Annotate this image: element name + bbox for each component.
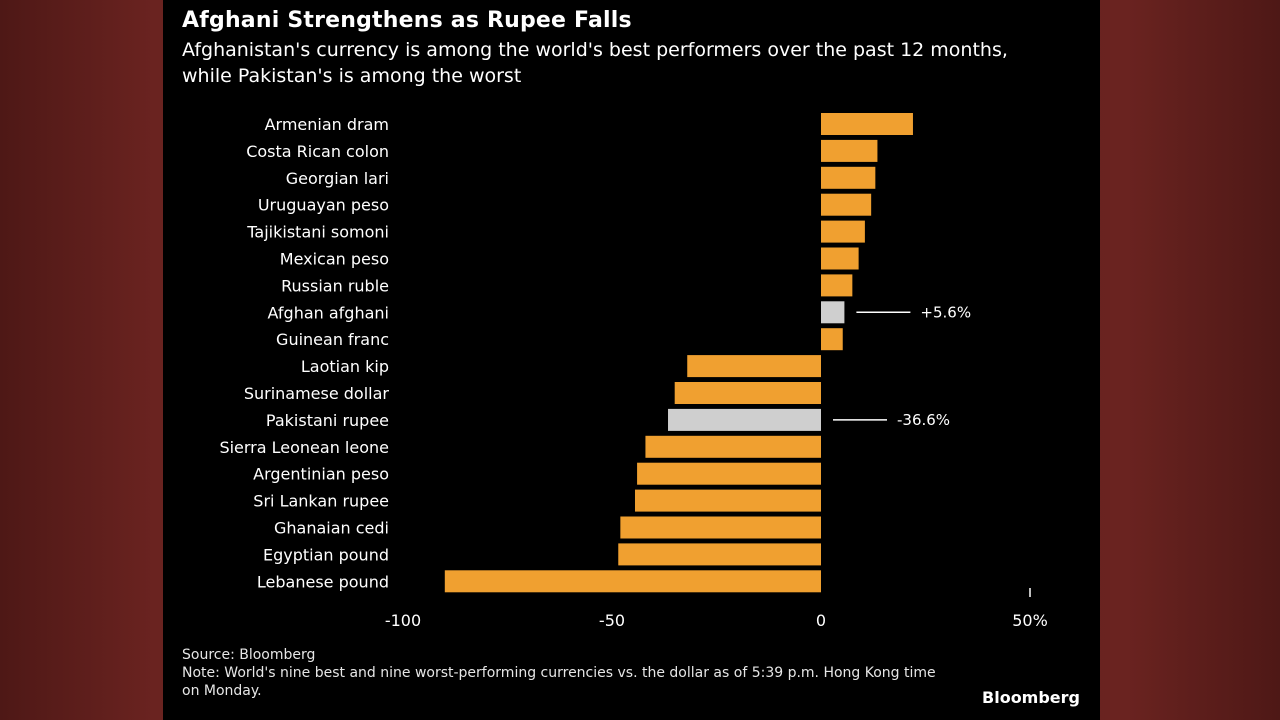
chart-panel [163,0,1100,720]
bar [634,489,821,512]
data-label: -36.6% [897,411,950,429]
bar [821,301,845,324]
bar [821,113,913,135]
category-label: Mexican peso [280,250,389,269]
category-label: Laotian kip [301,357,389,376]
tick-label: -50 [599,611,625,630]
bar-chart: Armenian dram Costa Rican colon Georgian l… [219,113,1048,630]
category-label: Lebanese pound [257,572,389,591]
bar [821,247,859,270]
chart-title: Afghani Strengthens as Rupee Falls [182,8,632,33]
bar [444,570,821,593]
category-label: Sierra Leonean leone [219,438,389,457]
bar [821,166,876,189]
category-label: Pakistani rupee [266,411,389,430]
category-label: Armenian dram [265,115,389,134]
bar [668,408,821,431]
note-text: Note: World's nine best and nine worst-p… [182,665,936,699]
category-label: Uruguayan peso [258,196,389,215]
chart-footer: Source: Bloomberg Note: World's nine bes… [182,646,942,700]
bar [637,462,821,485]
tick-label: 50% [1012,611,1048,630]
category-label: Ghanaian cedi [274,519,389,538]
bar [645,435,821,458]
data-label: +5.6% [920,303,971,321]
category-label: Guinean franc [276,330,389,349]
category-label: Sri Lankan rupee [253,492,389,511]
bar [674,382,821,404]
bar [618,543,821,566]
bar [821,220,865,243]
bloomberg-logo: Bloomberg [982,688,1080,707]
category-label: Georgian lari [286,169,389,188]
category-label: Russian ruble [281,276,389,295]
category-label: Afghan afghani [268,303,389,322]
bar [821,328,843,351]
category-label: Argentinian peso [253,465,389,484]
tick-label: 0 [816,611,826,630]
category-label: Surinamese dollar [244,384,390,403]
bar [821,274,853,297]
bar [620,516,821,539]
category-label: Costa Rican colon [246,142,389,161]
category-label: Tajikistani somoni [246,223,389,242]
bar [687,355,821,378]
category-label: Egyptian pound [263,545,389,564]
tick-label: -100 [385,611,421,630]
chart-subtitle: Afghanistan's currency is among the worl… [182,39,1008,87]
bar [821,139,878,162]
bar [821,193,872,216]
source-text: Source: Bloomberg [182,647,316,663]
